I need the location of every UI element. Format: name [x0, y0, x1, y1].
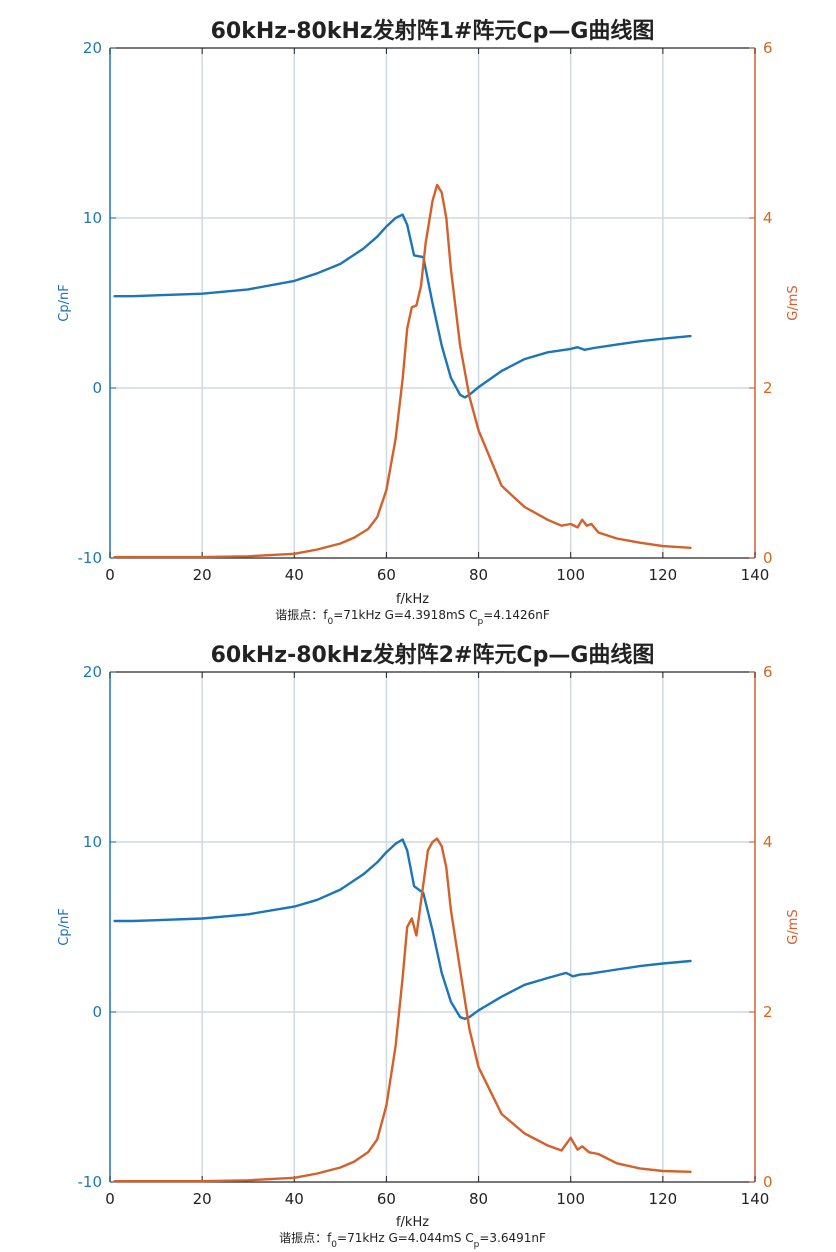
left-y-tick-label: 0	[92, 379, 102, 397]
x-tick-label: 80	[469, 1190, 488, 1208]
cp-series-line	[113, 213, 692, 399]
x-tick-label: 120	[649, 1190, 678, 1208]
left-y-tick-label: -10	[78, 549, 103, 567]
left-y-tick-label: 0	[92, 1003, 102, 1021]
x-tick-label: 140	[741, 1190, 770, 1208]
x-tick-label: 0	[105, 566, 115, 584]
x-tick-label: 100	[556, 1190, 585, 1208]
x-axis-label: f/kHz	[396, 592, 429, 607]
x-tick-label: 60	[377, 1190, 396, 1208]
x-tick-label: 20	[193, 566, 212, 584]
left-y-tick-label: 20	[83, 39, 102, 57]
right-y-tick-label: 6	[763, 39, 773, 57]
g-series-line	[113, 837, 692, 1183]
left-y-axis-label: Cp/nF	[57, 284, 72, 321]
x-tick-label: 40	[285, 566, 304, 584]
right-y-tick-label: 0	[763, 1173, 773, 1191]
cp-series-line	[113, 838, 692, 1020]
chart-title: 60kHz-80kHz发射阵2#阵元Cp—G曲线图	[211, 642, 655, 668]
right-y-tick-label: 4	[763, 209, 773, 227]
left-y-tick-label: 20	[83, 663, 102, 681]
chart-title: 60kHz-80kHz发射阵1#阵元Cp—G曲线图	[211, 18, 655, 44]
x-tick-label: 80	[469, 566, 488, 584]
right-y-tick-label: 2	[763, 1003, 773, 1021]
x-tick-label: 120	[649, 566, 678, 584]
g-series-line	[113, 183, 692, 559]
x-axis-label: f/kHz	[396, 1215, 429, 1230]
x-tick-label: 0	[105, 1190, 115, 1208]
right-y-tick-label: 4	[763, 833, 773, 851]
resonance-caption: 谐振点：f0=71kHz G=4.3918mS Cp=4.1426nF	[275, 608, 550, 627]
right-y-tick-label: 0	[763, 549, 773, 567]
left-y-tick-label: 10	[83, 833, 102, 851]
right-y-axis-label: G/mS	[786, 285, 801, 320]
x-tick-label: 40	[285, 1190, 304, 1208]
x-tick-label: 100	[556, 566, 585, 584]
x-tick-label: 20	[193, 1190, 212, 1208]
right-y-tick-label: 2	[763, 379, 773, 397]
right-y-tick-label: 6	[763, 663, 773, 681]
right-y-axis-label: G/mS	[786, 909, 801, 944]
x-tick-label: 60	[377, 566, 396, 584]
left-y-axis-label: Cp/nF	[57, 908, 72, 945]
left-y-tick-label: -10	[78, 1173, 103, 1191]
resonance-caption: 谐振点：f0=71kHz G=4.044mS Cp=3.6491nF	[279, 1231, 546, 1250]
x-tick-label: 140	[741, 566, 770, 584]
left-y-tick-label: 10	[83, 209, 102, 227]
